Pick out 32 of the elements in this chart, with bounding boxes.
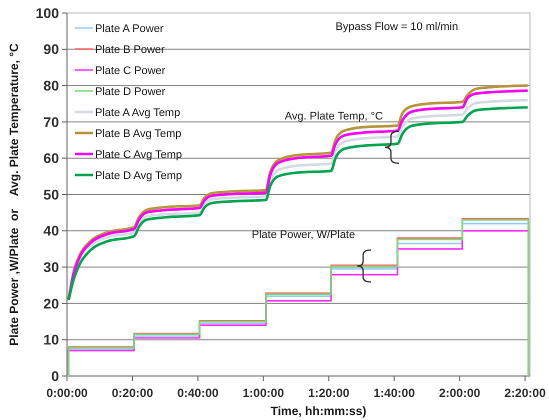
x-tick-label: 2:00:00 [438,386,481,400]
x-axis-title: Time, hh:mm:ss) [270,404,366,418]
y-tick-label: 60 [43,150,60,166]
x-tick-label: 1:40:00 [374,386,416,400]
annotation: Plate Power, W/Plate [252,229,356,242]
x-tick-label: 2:20:00 [504,386,546,400]
y-tick-label: 100 [36,4,60,21]
y-tick-label: 10 [43,332,60,348]
y-tick-label: 90 [43,41,60,58]
legend-label: Plate B Avg Temp [95,128,182,140]
legend-label: Plate C Power [95,64,166,77]
x-tick-label: 0:20:00 [112,386,154,400]
y-axis-title: Plate Power ,W/Plate or Avg. Plate Temperature, °C [7,42,21,346]
y-tick-label: 0 [51,368,60,384]
x-tick-label: 1:00:00 [242,386,284,400]
annotation: Avg. Plate Temp, °C [284,110,383,122]
annotation: Bypass Flow = 10 ml/min [336,21,458,33]
x-tick-label: 1:20:00 [308,386,350,400]
x-tick-label: 0:40:00 [177,386,219,400]
legend-label: Plate C Avg Temp [95,148,182,161]
legend-label: Plate D Avg Temp [95,170,182,182]
legend-label: Plate B Power [95,44,166,56]
y-tick-label: 40 [43,222,60,239]
legend-label: Plate A Power [95,22,164,35]
y-tick-label: 30 [43,259,60,275]
legend-label: Plate A Avg Temp [95,106,180,119]
legend-label: Plate D Power [95,86,166,98]
y-tick-label: 70 [43,114,60,130]
y-tick-label: 20 [43,295,60,312]
y-tick-label: 50 [43,186,60,202]
x-tick-label: 0:00:00 [46,386,88,400]
y-tick-label: 80 [43,78,60,94]
